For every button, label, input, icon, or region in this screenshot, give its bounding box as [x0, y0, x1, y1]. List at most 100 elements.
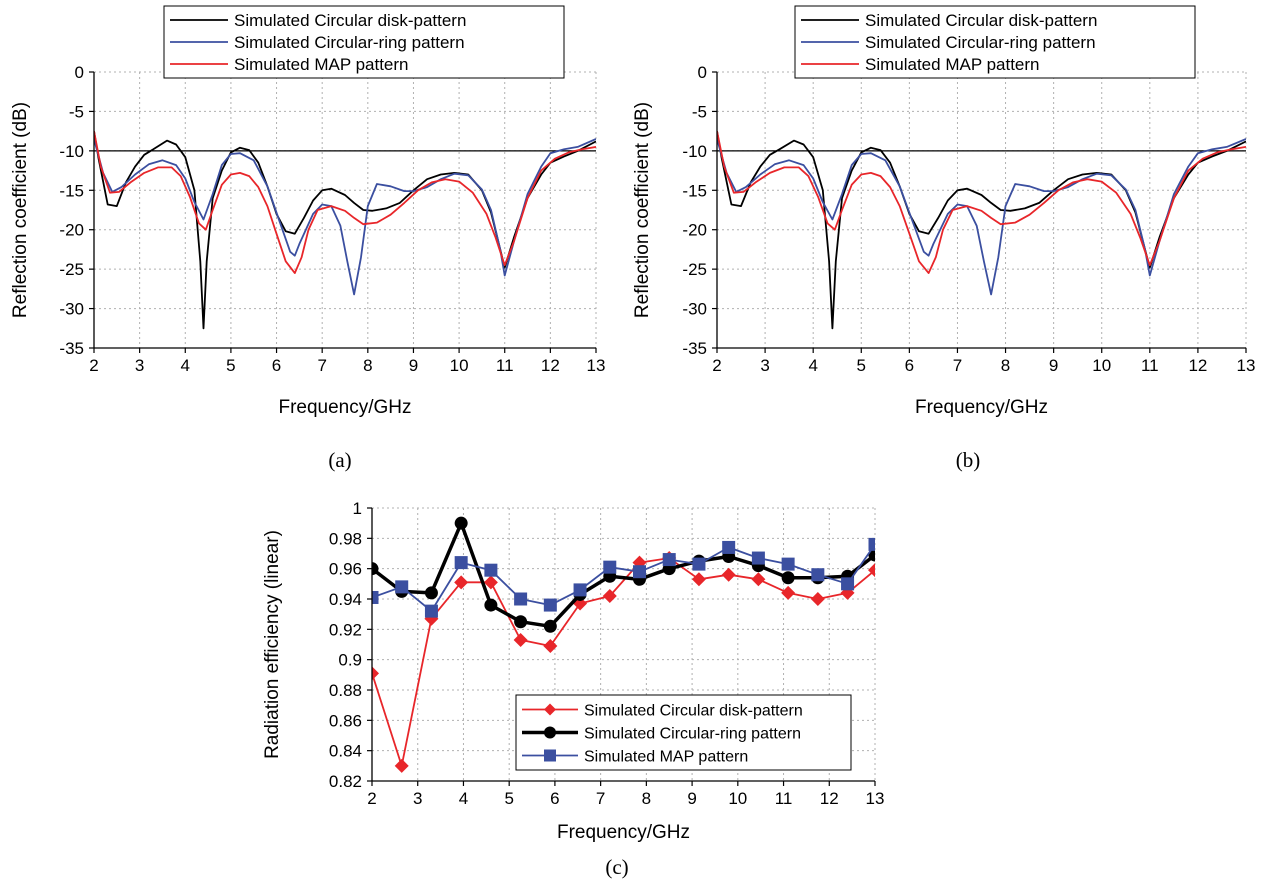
x-tick-label: 5: [857, 356, 866, 375]
data-point-square: [811, 568, 825, 582]
y-tick-label: 0.82: [329, 772, 362, 791]
legend-label: Simulated Circular disk-pattern: [584, 703, 803, 720]
data-point-circle: [781, 571, 795, 585]
data-point-square: [543, 598, 557, 612]
legend-box: [794, 5, 1196, 79]
x-tick-label: 8: [642, 789, 651, 808]
chart-panel-b: 2 3 4 5 6 7 8 9 10 11 12 13 0 -5 -10 -15 -20 -25 -30 -35 Fre…: [632, 5, 1256, 472]
y-tick-label: 0.92: [329, 620, 362, 639]
data-point-square: [662, 553, 676, 567]
series-group: [372, 516, 875, 773]
series-line-2: [717, 138, 1246, 296]
series-group: [717, 130, 1246, 330]
y-tick-label: 0: [698, 63, 707, 82]
x-tick-label: 3: [760, 356, 769, 375]
series-group: [94, 130, 596, 330]
data-point-diamond: [810, 592, 825, 606]
data-point-square: [868, 537, 875, 551]
data-point-diamond: [543, 639, 558, 654]
series-line-1: [717, 130, 1246, 330]
x-tick-label: 9: [409, 356, 418, 375]
x-tick-label: 3: [135, 356, 144, 375]
data-point-square: [484, 563, 498, 577]
x-axis-title: Frequency/GHz: [915, 397, 1048, 418]
data-point-square: [781, 557, 795, 571]
y-tick-label: 0.96: [329, 560, 362, 579]
legend-label: Simulated Circular disk-pattern: [234, 11, 466, 30]
x-tick-label: 7: [317, 356, 326, 375]
chart-panel-a: 2 3 4 5 6 7 8 9 10 11 12 13 0 -5 -10 -15 -20 -25 -30 -35 Fre…: [10, 5, 606, 472]
data-point-circle: [454, 516, 468, 530]
data-point-diamond: [454, 575, 469, 590]
legend-marker-square: [544, 749, 556, 762]
x-tick-label: 13: [866, 789, 885, 808]
data-point-diamond: [691, 572, 706, 587]
y-tick-label: -30: [682, 300, 707, 319]
series-line-2: [94, 138, 596, 296]
data-point-square: [395, 580, 409, 594]
data-point-square: [722, 540, 736, 554]
chart-panel-c: 2 3 4 5 6 7 8 9 10 11 12 13 1 0.98 0.96 0.94 0.92 0.9 0.88…: [262, 499, 884, 879]
y-tick-label: -35: [682, 339, 707, 358]
legend-label: Simulated Circular-ring pattern: [865, 33, 1096, 52]
x-tick-label: 12: [1188, 356, 1207, 375]
y-tick-label: 0: [75, 63, 84, 82]
legend-marker-circle: [544, 726, 556, 739]
legend: Simulated Circular disk-pattern Simulated…: [794, 5, 1196, 79]
data-point-diamond: [602, 588, 617, 603]
x-tick-label: 12: [820, 789, 839, 808]
x-tick-label: 13: [1237, 356, 1256, 375]
data-point-square: [841, 577, 855, 591]
y-tick-label: -20: [59, 221, 84, 240]
data-point-square: [514, 592, 528, 606]
series-line-3: [94, 130, 596, 275]
y-tick-label: -25: [682, 260, 707, 279]
y-tick-label: -25: [59, 260, 84, 279]
x-tick-label: 2: [712, 356, 721, 375]
x-tick-label: 11: [496, 356, 514, 375]
y-tick-label: -15: [682, 181, 707, 200]
data-point-circle: [424, 586, 438, 600]
y-axis-title: Reflection coefficient (dB): [10, 102, 31, 318]
x-tick-label: 6: [905, 356, 914, 375]
data-point-square: [751, 551, 765, 565]
y-tick-label: -10: [59, 142, 84, 161]
data-point-square: [424, 604, 438, 618]
y-tick-label: 0.88: [329, 681, 362, 700]
x-tick-label: 11: [775, 789, 793, 808]
x-tick-label: 6: [550, 789, 559, 808]
y-tick-label: 1: [353, 499, 362, 518]
y-tick-label: -35: [59, 339, 84, 358]
data-point-circle: [372, 562, 379, 576]
y-tick-label: -10: [682, 142, 707, 161]
x-tick-label: 3: [413, 789, 422, 808]
y-tick-label: -30: [59, 300, 84, 319]
data-point-diamond: [781, 585, 796, 600]
x-axis-title: Frequency/GHz: [557, 822, 690, 843]
x-tick-label: 9: [1049, 356, 1058, 375]
legend-label: Simulated Circular-ring pattern: [234, 33, 465, 52]
x-tick-label: 4: [181, 356, 190, 375]
x-tick-label: 7: [596, 789, 605, 808]
panel-caption: (a): [328, 448, 351, 472]
y-axis-title: Radiation efficiency (linear): [262, 530, 283, 759]
x-tick-label: 13: [587, 356, 606, 375]
x-tick-label: 2: [367, 789, 376, 808]
x-tick-label: 7: [953, 356, 962, 375]
data-point-circle: [514, 615, 528, 629]
y-tick-label: -5: [692, 102, 707, 121]
x-tick-label: 10: [1092, 356, 1111, 375]
data-point-circle: [543, 619, 557, 633]
x-tick-label: 6: [272, 356, 281, 375]
data-point-circle: [484, 598, 498, 612]
data-point-diamond: [513, 632, 528, 647]
data-point-diamond: [751, 572, 766, 587]
x-tick-label: 2: [89, 356, 98, 375]
data-point-square: [633, 565, 647, 579]
y-tick-label: 0.94: [329, 590, 362, 609]
legend-label: Simulated Circular-ring pattern: [584, 726, 801, 743]
data-point-diamond: [868, 563, 875, 578]
data-point-square: [573, 583, 587, 597]
panel-caption: (b): [956, 448, 981, 472]
